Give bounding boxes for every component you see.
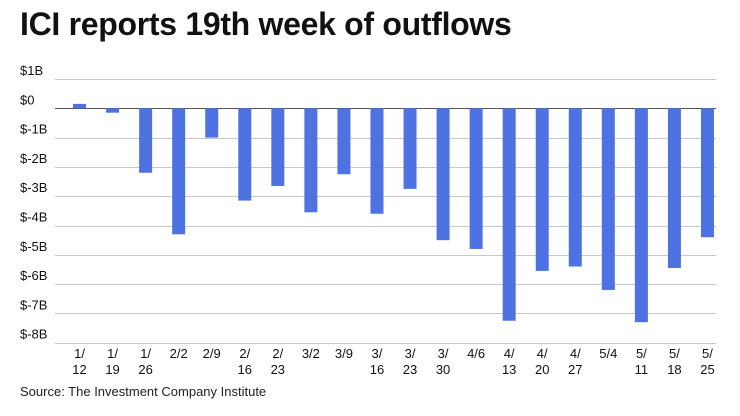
y-axis-ticks: $1B $0 $-1B $-2B $-3B $-4B $-5B $-6B $-7B $-8B xyxy=(20,63,47,342)
bar xyxy=(469,108,483,249)
bars xyxy=(73,103,714,323)
bar xyxy=(502,108,516,321)
bar xyxy=(667,108,681,268)
x-tick-label: 1/ xyxy=(140,346,151,361)
x-tick-label: 19 xyxy=(105,362,119,377)
x-tick-label: 3/9 xyxy=(335,346,353,361)
bar xyxy=(436,108,450,241)
y-tick-label: $-5B xyxy=(20,239,47,254)
x-tick-label: 4/ xyxy=(570,346,581,361)
x-tick-label: 12 xyxy=(72,362,86,377)
bar xyxy=(238,108,252,201)
bar xyxy=(403,108,417,189)
chart-title: ICI reports 19th week of outflows xyxy=(20,6,512,42)
x-tick-label: 4/ xyxy=(504,346,515,361)
bar xyxy=(205,108,219,138)
x-tick-label: 5/ xyxy=(636,346,647,361)
y-tick-label: $-1B xyxy=(20,122,47,137)
x-tick-label: 11 xyxy=(635,362,649,377)
x-tick-label: 25 xyxy=(700,362,714,377)
x-tick-label: 27 xyxy=(568,362,582,377)
x-tick-label: 18 xyxy=(667,362,681,377)
bar xyxy=(271,108,285,186)
bar xyxy=(337,108,351,175)
y-tick-label: $-6B xyxy=(20,268,47,283)
bar xyxy=(73,103,87,109)
bar xyxy=(304,108,318,213)
x-tick-label: 16 xyxy=(370,362,384,377)
x-axis-ticks: 1/121/191/262/2 2/9 2/162/233/2 3/9 3/163/23… xyxy=(72,346,714,377)
bar xyxy=(700,108,714,238)
bar xyxy=(106,108,120,113)
x-tick-label: 3/ xyxy=(438,346,449,361)
x-tick-label: 13 xyxy=(502,362,516,377)
y-tick-label: $-2B xyxy=(20,151,47,166)
x-tick-label: 3/ xyxy=(405,346,416,361)
x-tick-label: 2/2 xyxy=(170,346,188,361)
y-tick-label: $1B xyxy=(20,63,43,78)
grid-lines xyxy=(55,79,716,344)
x-tick-label: 23 xyxy=(403,362,417,377)
x-tick-label: 5/ xyxy=(669,346,680,361)
x-tick-label: 3/ xyxy=(372,346,383,361)
x-tick-label: 1/ xyxy=(107,346,118,361)
x-tick-label: 3/2 xyxy=(302,346,320,361)
x-tick-label: 1/ xyxy=(74,346,85,361)
x-tick-label: 5/ xyxy=(702,346,713,361)
bar xyxy=(634,108,648,323)
bar xyxy=(601,108,615,290)
bar xyxy=(172,108,186,235)
bar xyxy=(139,108,153,173)
bar xyxy=(370,108,384,214)
x-tick-label: 4/ xyxy=(537,346,548,361)
x-tick-label: 2/ xyxy=(272,346,283,361)
x-tick-label: 26 xyxy=(138,362,152,377)
y-tick-label: $-3B xyxy=(20,180,47,195)
x-tick-label: 5/4 xyxy=(599,346,617,361)
x-tick-label: 4/6 xyxy=(467,346,485,361)
bar xyxy=(535,108,549,271)
x-tick-label: 23 xyxy=(271,362,285,377)
x-tick-label: 30 xyxy=(436,362,450,377)
x-tick-label: 16 xyxy=(238,362,252,377)
x-tick-label: 2/ xyxy=(239,346,250,361)
y-tick-label: $-7B xyxy=(20,297,47,312)
x-tick-label: 20 xyxy=(535,362,549,377)
y-tick-label: $-4B xyxy=(20,210,47,225)
y-tick-label: $-8B xyxy=(20,327,47,342)
x-tick-label: 2/9 xyxy=(203,346,221,361)
bar xyxy=(568,108,582,267)
source-note: Source: The Investment Company Institute xyxy=(20,384,267,399)
y-tick-label: $0 xyxy=(20,92,34,107)
